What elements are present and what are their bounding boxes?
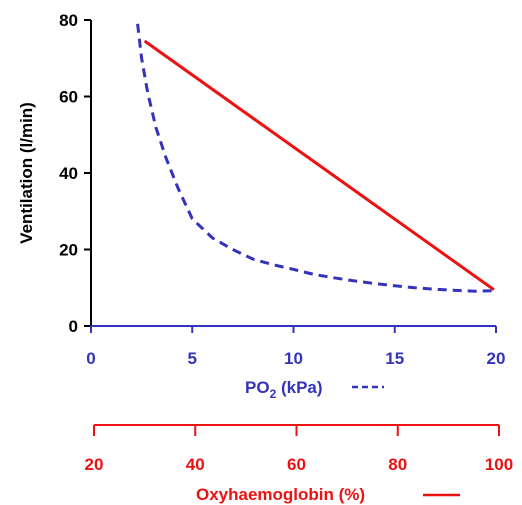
series-layer — [136, 23, 495, 293]
y-axis-label: Ventilation (l/min) — [17, 102, 36, 244]
po2-tick-label: 5 — [188, 349, 197, 368]
oxy-tick-label: 40 — [186, 455, 205, 474]
y-tick-label: 60 — [59, 88, 78, 107]
y-tick-label: 80 — [59, 11, 78, 30]
oxy-tick-label: 60 — [287, 455, 306, 474]
y-axis-ticks: 0 20 40 60 80 — [59, 11, 91, 336]
y-tick-label: 40 — [59, 164, 78, 183]
po2-label-rest: (kPa) — [276, 378, 322, 397]
po2-tick-label: 0 — [86, 349, 95, 368]
po2-tick-label: 10 — [284, 349, 303, 368]
oxy-tick-label: 80 — [388, 455, 407, 474]
oxy-axis-label: Oxyhaemoglobin (%) — [196, 485, 365, 504]
po2-axis-label: PO2 (kPa) — [245, 378, 323, 401]
oxyhaemoglobin-ventilation-line — [143, 39, 495, 291]
oxy-tick-label: 100 — [485, 455, 513, 474]
po2-label-main: PO — [245, 378, 270, 397]
y-tick-label: 0 — [69, 317, 78, 336]
y-tick-label: 20 — [59, 241, 78, 260]
po2-tick-label: 20 — [487, 349, 506, 368]
oxy-axis-ticks: 20 40 60 80 100 — [85, 425, 513, 474]
po2-label-sub: 2 — [270, 387, 277, 401]
oxy-tick-label: 20 — [85, 455, 104, 474]
po2-tick-label: 15 — [385, 349, 404, 368]
po2-ventilation-curve — [136, 23, 492, 293]
po2-axis-ticks: 0 5 10 15 20 — [86, 326, 505, 368]
